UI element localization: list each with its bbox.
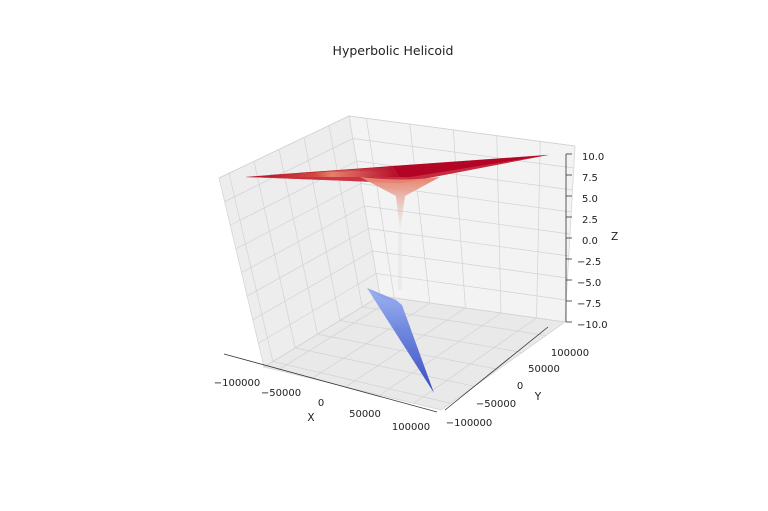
z-tick-label: −2.5: [577, 257, 601, 268]
grid-line: [246, 228, 369, 297]
grid-line: [218, 115, 350, 179]
x-tick-label: −100000: [214, 378, 261, 389]
chart-title: Hyperbolic Helicoid: [333, 43, 454, 58]
y-tick-label: 50000: [528, 364, 560, 375]
grid-line: [376, 273, 567, 301]
grid-line: [452, 129, 466, 309]
grid-line: [277, 297, 395, 371]
grid-line: [278, 149, 318, 335]
grid-line: [348, 115, 576, 147]
x-axis-line: [223, 353, 438, 413]
y-tick-label: −50000: [476, 399, 516, 410]
grid-line: [303, 137, 341, 321]
y-axis-line: [444, 326, 549, 411]
grid-line: [413, 317, 537, 404]
x-tick-label: 100000: [392, 422, 430, 433]
y-tick-label: 100000: [551, 348, 589, 359]
grid-line: [352, 138, 574, 169]
grid-line: [496, 135, 502, 314]
surface: [245, 154, 549, 393]
grid-line: [311, 302, 430, 379]
grid-line: [409, 124, 431, 304]
y-tick-label: 0: [517, 381, 523, 392]
surface-mesh-line: [299, 160, 491, 174]
grid-line: [379, 312, 502, 396]
z-tick-label: 5.0: [582, 194, 598, 205]
x-tick-label: 0: [318, 398, 324, 409]
grid-line: [253, 161, 296, 348]
grid-line: [272, 361, 451, 404]
z-tick-label: 0.0: [582, 236, 598, 247]
grid-line: [368, 228, 569, 257]
grid-line: [224, 138, 354, 202]
x-tick-label: 50000: [349, 409, 381, 420]
grid-line: [241, 205, 365, 273]
z-tick-label: −10.0: [577, 320, 608, 331]
grid-line: [295, 347, 475, 387]
tick-marks: [566, 153, 572, 323]
grid-line: [263, 295, 381, 368]
z-tick-label: 10.0: [582, 152, 604, 163]
grid-line: [339, 320, 523, 353]
y-axis-label: Y: [534, 391, 542, 403]
grid-line: [356, 160, 573, 191]
surface-stem: [398, 232, 402, 290]
surface-sheet-top-fold: [246, 155, 548, 183]
surface-mesh-line: [359, 167, 431, 172]
y-tick-label: −100000: [446, 418, 493, 429]
z-axis-label: Z: [611, 231, 618, 243]
grid-lines: [218, 115, 576, 404]
surface-mesh-line: [329, 163, 461, 173]
z-tick-label: 2.5: [582, 215, 598, 226]
surface-sheet-bottom-fold: [367, 288, 402, 305]
grid-line: [258, 273, 377, 344]
grid-line: [379, 295, 566, 323]
z-tick-label: −7.5: [577, 299, 601, 310]
surface-sheet-bottom: [367, 288, 434, 393]
z-tick-label: 7.5: [582, 173, 598, 184]
grid-line: [366, 118, 395, 299]
x-axis-label: X: [307, 412, 314, 424]
grid-line: [252, 250, 373, 321]
grid-line: [235, 183, 361, 250]
x-tick-label: −50000: [261, 388, 301, 399]
grid-line: [536, 141, 541, 319]
grid-line: [228, 173, 274, 362]
grid-line: [372, 250, 568, 279]
grid-line: [328, 125, 363, 307]
surface-funnel-upper: [360, 177, 440, 232]
z-tick-label: −5.0: [577, 278, 601, 289]
